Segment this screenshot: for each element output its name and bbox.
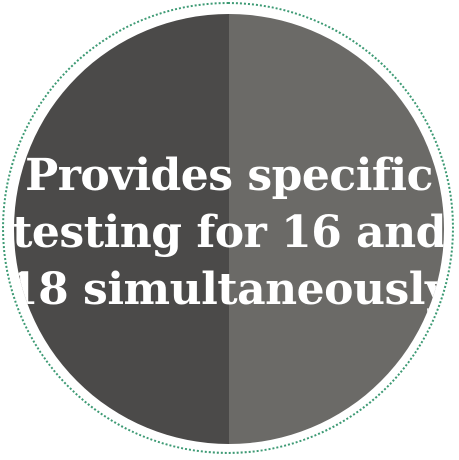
dotted-ring	[2, 2, 454, 454]
badge-line-3: 18 simultaneously	[14, 263, 444, 315]
badge-message: Provides specific testing for 16 and 18 …	[14, 14, 444, 444]
disc-left-half	[14, 14, 229, 444]
badge-disc: Provides specific testing for 16 and 18 …	[14, 14, 444, 444]
disc-right-half	[229, 14, 444, 444]
badge-line-2: testing for 16 and	[14, 206, 444, 258]
badge-line-1: Provides specific	[25, 149, 433, 201]
